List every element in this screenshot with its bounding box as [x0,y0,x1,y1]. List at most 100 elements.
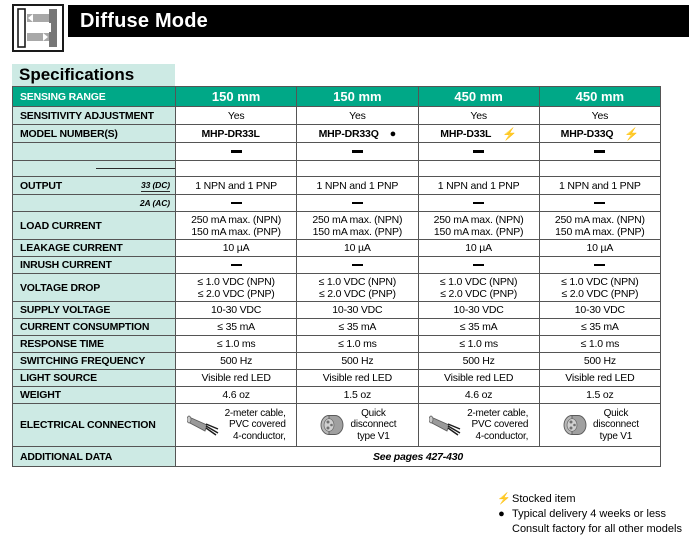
cell-light-source-3: Visible red LED [417,369,540,387]
cell-empty-4 [538,160,662,177]
cell-current-consumption-4: ≤ 35 mA [538,318,662,336]
model-name: MHP-D33L [440,127,492,140]
table-row: CURRENT CONSUMPTION ≤ 35 mA ≤ 35 mA ≤ 35… [12,318,662,336]
connector-icon [563,415,587,435]
cell-model-alt-3 [417,142,540,161]
row-label-supply-voltage: SUPPLY VOLTAGE [12,301,176,319]
load-current-pnp: 150 mA max. (PNP) [433,225,524,238]
dash-mark [594,201,606,205]
cell-empty-2 [296,160,419,177]
dash-mark [351,201,363,205]
bullet-icon: ● [389,127,397,140]
cell-output-ac-2 [296,194,419,212]
cell-model-alt-4 [538,142,662,161]
cell-supply-voltage-3: 10-30 VDC [417,301,540,319]
dash-mark [473,150,485,153]
cell-inrush-4 [538,256,662,274]
load-current-pnp: 150 mA max. (PNP) [555,225,645,238]
cell-model-2: MHP-DR33Q ● [296,124,419,143]
connection-line: 2-meter cable, [224,407,286,419]
footnote-legend: ⚡ Stocked item ● Typical delivery 4 week… [497,492,682,537]
cell-output-ac-3 [417,194,540,212]
cell-light-source-1: Visible red LED [174,369,298,387]
cell-sensing-range-1: 150 mm [174,86,298,107]
cell-switching-frequency-3: 500 Hz [417,352,540,370]
voltage-drop-npn: ≤ 1.0 VDC (NPN) [561,275,639,288]
cell-sensitivity-3: Yes [417,106,540,125]
cell-output-dc-1: 1 NPN and 1 PNP [174,176,298,195]
connection-line: disconnect [592,419,639,431]
load-current-npn: 250 mA max. (NPN) [312,213,403,226]
cell-leakage-3: 10 µA [417,239,540,257]
table-row: WEIGHT 4.6 oz 1.5 oz 4.6 oz 1.5 oz [12,386,662,404]
row-label-current-consumption: CURRENT CONSUMPTION [12,318,176,336]
table-row: SENSITIVITY ADJUSTMENT Yes Yes Yes Yes [12,106,662,125]
cell-sensitivity-2: Yes [296,106,419,125]
row-label-blank-1 [12,142,176,161]
cell-empty-3 [417,160,540,177]
legend-text: Consult factory for all other models [512,523,682,535]
cable-icon [186,415,218,436]
cell-weight-1: 4.6 oz [174,386,298,404]
voltage-drop-npn: ≤ 1.0 VDC (NPN) [318,275,397,288]
table-row [12,160,662,177]
cell-empty-1 [174,160,298,177]
row-label-blank-2 [12,160,176,177]
cell-response-time-4: ≤ 1.0 ms [538,335,662,353]
voltage-drop-pnp: ≤ 2.0 VDC (PNP) [561,287,639,300]
cell-see-pages[interactable]: See pages 427-430 [175,446,661,467]
output-label-text: OUTPUT [20,179,62,192]
cell-output-dc-4: 1 NPN and 1 PNP [538,176,662,195]
specifications-title-cell: Specifications [12,64,175,86]
cell-supply-voltage-1: 10-30 VDC [174,301,298,319]
connection-line: Quick [603,407,629,419]
dash-mark [230,263,242,267]
cell-response-time-1: ≤ 1.0 ms [174,335,298,353]
cell-sensitivity-4: Yes [538,106,662,125]
connection-line: type V1 [599,430,633,442]
connection-text-3: 2-meter cable, PVC covered 4-conductor, [467,408,528,443]
dash-mark [351,263,363,267]
legend-item-stocked: ⚡ Stocked item [497,492,682,507]
cell-sensing-range-2: 150 mm [296,86,419,107]
table-row: OUTPUT 33 (DC) 1 NPN and 1 PNP 1 NPN and… [12,176,662,195]
voltage-drop-npn: ≤ 1.0 VDC (NPN) [439,275,518,288]
connection-text-1: 2-meter cable, PVC covered 4-conductor, [225,408,286,443]
connection-text-4: Quick disconnect type V1 [593,408,639,443]
legend-text: Typical delivery 4 weeks or less [512,508,667,520]
table-row: SENSING RANGE 150 mm 150 mm 450 mm 450 m… [12,86,662,107]
dash-mark [594,150,606,153]
cell-weight-4: 1.5 oz [538,386,662,404]
table-row [12,142,662,161]
table-row: ADDITIONAL DATA See pages 427-430 [12,446,661,467]
cell-inrush-2 [296,256,419,274]
table-row: LEAKAGE CURRENT 10 µA 10 µA 10 µA 10 µA [12,239,662,257]
connector-icon [321,415,344,435]
cell-weight-2: 1.5 oz [296,386,419,404]
voltage-drop-pnp: ≤ 2.0 VDC (PNP) [197,287,275,300]
output-sub-dc: 33 (DC) [140,179,170,192]
connection-line: 4-conductor, [475,430,529,442]
cell-light-source-2: Visible red LED [296,369,419,387]
legend-item-delivery: ● Typical delivery 4 weeks or less [497,507,682,522]
table-row: MODEL NUMBER(S) MHP-DR33L MHP-DR33Q ● MH… [12,124,662,143]
table-row: VOLTAGE DROP ≤ 1.0 VDC (NPN) ≤ 2.0 VDC (… [12,273,662,302]
connection-line: 4-conductor, [233,430,286,442]
cell-load-current-3: 250 mA max. (NPN) 150 mA max. (PNP) [417,211,540,240]
table-row: LIGHT SOURCE Visible red LED Visible red… [12,369,662,387]
cell-model-1: MHP-DR33L [174,124,298,143]
cell-electrical-connection-2: Quick disconnect type V1 [296,403,419,447]
model-name: MHP-DR33Q [318,127,379,140]
table-row: INRUSH CURRENT [12,256,662,274]
row-label-leakage-current: LEAKAGE CURRENT [12,239,176,257]
specifications-title: Specifications [19,65,135,84]
dash-mark [473,201,485,205]
cell-weight-3: 4.6 oz [417,386,540,404]
cell-supply-voltage-2: 10-30 VDC [296,301,419,319]
cell-voltage-drop-1: ≤ 1.0 VDC (NPN) ≤ 2.0 VDC (PNP) [174,273,298,302]
page-header: Diffuse Mode [0,0,689,56]
row-label-weight: WEIGHT [12,386,176,404]
cell-response-time-2: ≤ 1.0 ms [296,335,419,353]
cell-inrush-3 [417,256,540,274]
cell-output-ac-1 [174,194,298,212]
